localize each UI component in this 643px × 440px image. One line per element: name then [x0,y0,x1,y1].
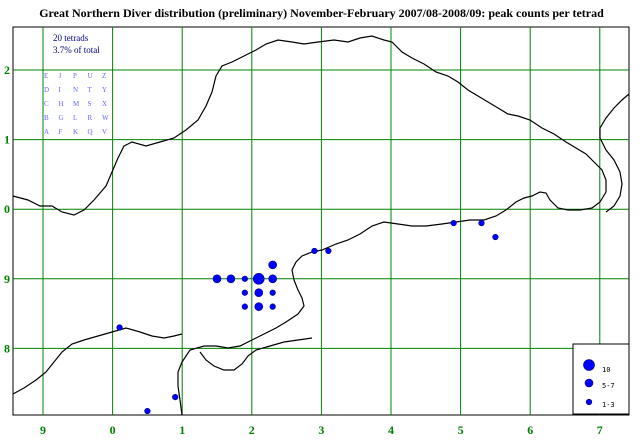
record-dot [144,407,151,415]
tetrad-letter: E [44,72,48,80]
tetrad-letter: I [59,86,62,94]
x-axis-label: 0 [110,423,116,437]
legend-dot-small [585,398,593,406]
map-title: Great Northern Diver distribution (preli… [39,6,604,20]
tetrad-letter: G [59,114,64,122]
record-dot [252,272,265,285]
grid-lines [13,27,629,415]
record-dot [325,247,332,255]
record-dot [268,260,277,270]
legend-label-medium: 5-7 [602,382,615,390]
tetrad-letter: N [73,86,78,94]
tetrad-letter: A [44,128,49,136]
x-axis-label: 9 [40,423,46,437]
record-dot [492,233,499,241]
tetrad-letter: K [73,128,78,136]
tetrad-letter: U [88,72,93,80]
x-axis-label: 5 [458,423,464,437]
y-axis-label: 0 [4,202,10,216]
coastline-south [199,337,313,371]
x-axis-label: 1 [179,423,185,437]
record-dot [478,220,485,227]
x-axis-label: 3 [318,423,324,437]
x-axis-label: 6 [527,423,533,437]
coastline [12,35,630,416]
record-dot [116,324,123,331]
x-axis-labels: 9 0 1 2 3 4 5 6 7 [40,423,603,437]
legend: 10 5-7 1-3 [572,343,630,415]
tetrad-letter: R [88,114,93,122]
legend-box [572,343,630,415]
record-dot [269,289,276,296]
record-dot [241,275,248,282]
y-axis-label: 1 [4,133,10,147]
tetrad-letter: P [73,72,77,80]
x-axis-label: 4 [388,423,394,437]
tetrad-letter: B [44,114,49,122]
tetrad-letter-key: E J P U Z D I N T Y C H M S X B G L R W A F K Q V [44,72,109,136]
record-dot [311,247,318,255]
record-dot [450,220,457,227]
coastline-main [12,35,607,416]
y-axis-label: 2 [4,63,10,77]
tetrad-letter: Y [102,86,107,94]
legend-label-small: 1-3 [602,401,615,409]
y-axis-label: 9 [4,272,10,286]
tetrad-letter: J [59,72,62,80]
tetrad-letter: F [59,128,63,136]
legend-dot-large [583,359,595,371]
tetrad-letter: W [102,114,109,122]
coastline-southwest [12,327,183,395]
stats-percent: 3.7% of total [53,45,100,55]
tetrad-letter: Z [102,72,106,80]
tetrad-letter: Q [88,128,93,136]
tetrad-letter: T [88,86,93,94]
tetrad-letter: L [73,114,77,122]
stats-tetrads: 20 tetrads [53,33,89,43]
x-axis-label: 2 [249,423,255,437]
tetrad-letter: H [59,100,64,108]
record-dot [254,302,264,311]
record-dot [268,274,277,284]
record-dot [241,289,248,296]
tetrad-letter: D [44,86,49,94]
record-dot [241,303,248,310]
tetrad-letter: S [88,100,92,108]
record-dot [212,274,222,284]
record-dot [226,274,236,284]
record-dot [269,303,276,310]
record-dots [116,220,499,415]
record-dot [172,394,179,401]
tetrad-letter: M [73,100,80,108]
legend-dot-medium [584,378,594,388]
tetrad-letter: X [102,100,107,108]
record-dot [254,288,264,298]
tetrad-letter: V [102,128,107,136]
legend-label-large: 10 [602,366,610,374]
y-axis-label: 8 [4,341,10,355]
coastline-east-island [599,93,630,213]
x-axis-label: 7 [597,423,603,437]
tetrad-letter: C [44,100,49,108]
